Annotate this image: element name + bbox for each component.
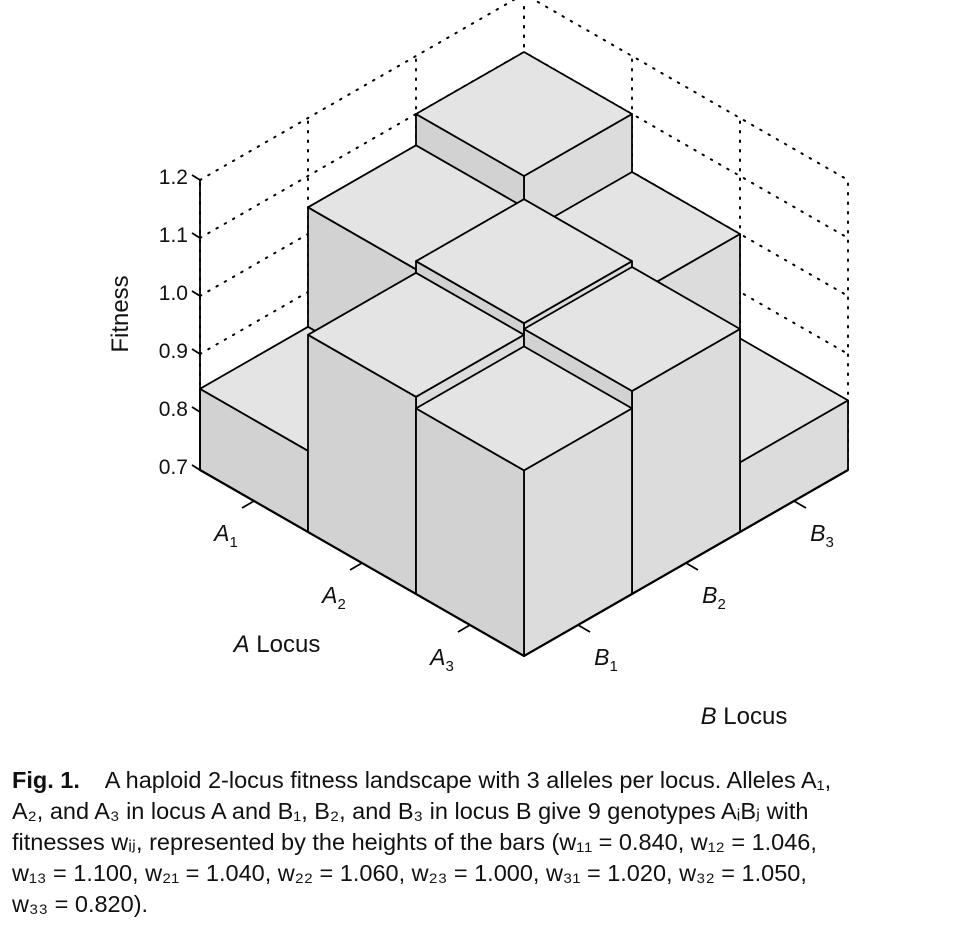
grid-line-z [199,50,849,239]
a-tick-label-2: A2 [320,582,346,613]
bar-face-top [415,51,633,177]
caption-line-4: w₁₃ = 1.100, w₂₁ = 1.040, w₂₂ = 1.060, w… [12,860,807,886]
b-tick [577,624,591,633]
a-tick [241,500,255,509]
z-tick-label: 0.7 [159,456,188,479]
grid-line-z [199,0,849,181]
z-tick [191,348,201,355]
caption-line-2: A₂, and A₃ in locus A and B₁, B₂, and B₃… [12,798,809,824]
z-tick [191,464,201,471]
bar-face-top [415,198,633,325]
b-tick [793,500,807,509]
bar-A3-B1 [415,345,633,657]
z-tick-label: 0.8 [159,398,188,421]
b-axis-label: B Locus [701,703,788,730]
fitness-landscape-chart: 0.7 0.8 0.9 1.0 1.1 1.2 Fitness A1 A2 A3 B1 B2 B3 A L… [107,0,849,730]
z-tick-label: 1.0 [159,282,188,305]
a-axis-label: A Locus [232,631,321,658]
b-tick-label-2: B2 [702,582,726,613]
figure-caption: Fig. 1. A haploid 2-locus fitness landsc… [12,765,952,920]
z-tick-label: 1.1 [159,224,188,247]
z-tick [191,290,201,297]
z-tick [191,232,201,239]
floor-axis-lines [199,469,849,658]
a-tick-label-1: A1 [212,520,238,551]
b-tick-label-1: B1 [594,644,618,675]
bars [199,51,849,657]
caption-label: Fig. 1. [12,767,80,793]
z-tick-label: 1.2 [159,166,188,189]
b-tick [685,562,699,571]
axes: 0.7 0.8 0.9 1.0 1.1 1.2 Fitness A1 A2 A3 B1 B2 B3 A L… [107,166,849,730]
z-tick [191,406,201,413]
z-tick [191,174,201,181]
caption-line-3: fitnesses wᵢⱼ, represented by the height… [12,829,817,855]
z-tick-label: 0.9 [159,340,188,363]
a-tick [457,624,471,633]
a-tick [349,562,363,571]
bar-face-top [523,266,741,392]
caption-line-5: w₃₃ = 0.820). [12,891,149,917]
z-axis-label: Fitness [107,275,134,352]
caption-line-1: A haploid 2-locus fitness landscape with… [104,767,832,793]
bar-face-top [415,345,633,472]
a-tick-label-3: A3 [428,644,454,675]
b-tick-label-3: B3 [810,520,834,551]
